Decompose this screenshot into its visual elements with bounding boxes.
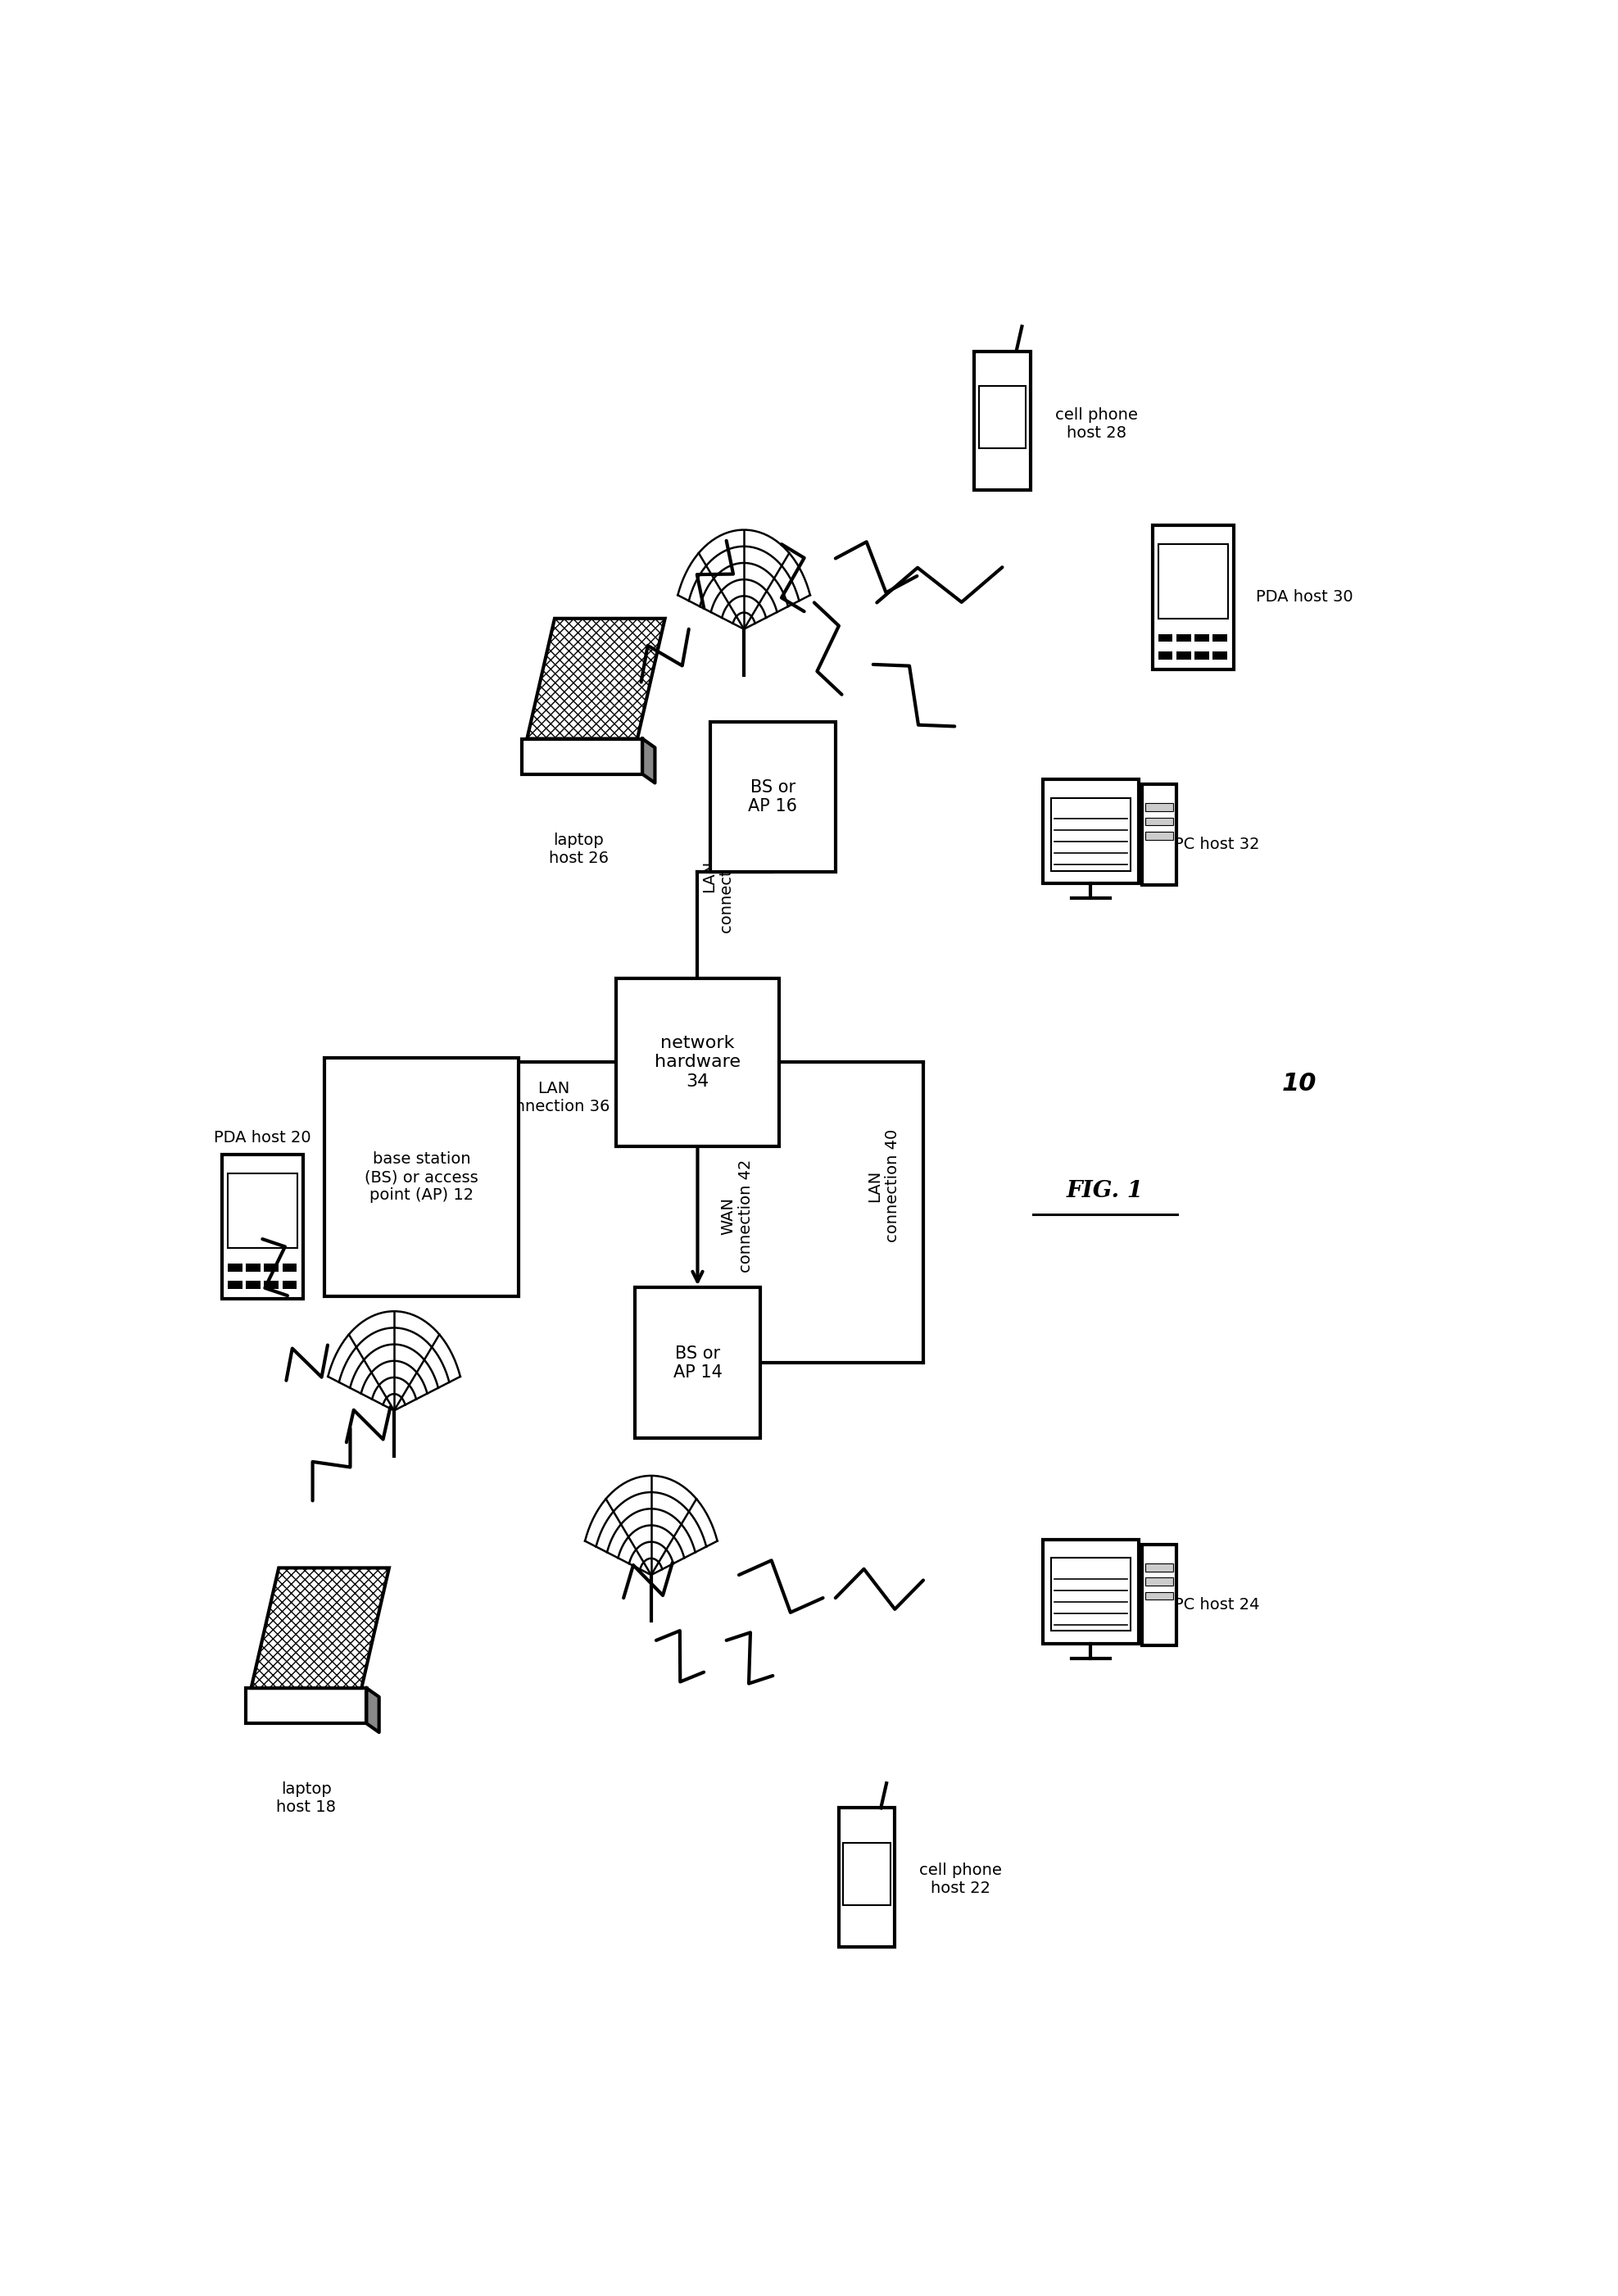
Bar bbox=[1146, 1564, 1173, 1570]
Bar bbox=[1158, 544, 1228, 620]
Bar bbox=[1146, 804, 1173, 810]
Bar bbox=[1194, 652, 1209, 659]
Text: FIG. 1: FIG. 1 bbox=[1066, 1180, 1144, 1203]
Text: PC host 24: PC host 24 bbox=[1175, 1598, 1260, 1612]
Bar bbox=[838, 1807, 895, 1947]
Bar bbox=[616, 978, 780, 1146]
Bar bbox=[1050, 797, 1131, 870]
Bar bbox=[246, 1263, 260, 1272]
Text: WAN
connection 42: WAN connection 42 bbox=[720, 1159, 754, 1272]
Bar bbox=[1146, 1591, 1173, 1600]
Bar bbox=[634, 1288, 760, 1437]
Bar bbox=[1142, 785, 1176, 884]
Bar bbox=[710, 721, 835, 872]
Bar bbox=[228, 1263, 243, 1272]
Bar bbox=[282, 1281, 296, 1288]
Bar bbox=[1214, 652, 1228, 659]
Text: PDA host 20: PDA host 20 bbox=[214, 1130, 311, 1146]
Text: 10: 10 bbox=[1281, 1072, 1317, 1095]
Polygon shape bbox=[527, 618, 665, 739]
Bar bbox=[222, 1155, 303, 1300]
Bar bbox=[1050, 1559, 1131, 1630]
Text: network
hardware
34: network hardware 34 bbox=[655, 1035, 741, 1088]
Bar bbox=[1176, 634, 1191, 643]
Bar bbox=[228, 1281, 243, 1288]
Bar bbox=[1158, 652, 1173, 659]
Bar bbox=[1176, 652, 1191, 659]
Text: laptop
host 18: laptop host 18 bbox=[277, 1782, 337, 1816]
Polygon shape bbox=[251, 1568, 388, 1688]
Bar bbox=[264, 1281, 278, 1288]
Bar bbox=[843, 1844, 890, 1906]
Bar bbox=[1146, 831, 1173, 840]
Bar bbox=[974, 351, 1031, 489]
Text: laptop
host 26: laptop host 26 bbox=[549, 833, 608, 866]
Bar bbox=[246, 1688, 367, 1724]
Bar bbox=[1044, 778, 1139, 884]
Text: BS or
AP 14: BS or AP 14 bbox=[673, 1345, 722, 1380]
Bar bbox=[523, 739, 642, 774]
Text: LAN
connection 36: LAN connection 36 bbox=[497, 1081, 610, 1114]
Polygon shape bbox=[642, 739, 655, 783]
Text: LAN
connection 40: LAN connection 40 bbox=[867, 1130, 901, 1242]
Bar bbox=[1214, 634, 1228, 643]
Bar bbox=[1146, 1577, 1173, 1587]
Bar bbox=[228, 1173, 298, 1249]
Bar bbox=[1152, 526, 1233, 670]
Bar bbox=[1142, 1545, 1176, 1646]
Bar bbox=[979, 386, 1026, 448]
Bar bbox=[1158, 634, 1173, 643]
Bar bbox=[1194, 634, 1209, 643]
Bar bbox=[1146, 817, 1173, 827]
Bar bbox=[282, 1263, 296, 1272]
Text: PDA host 30: PDA host 30 bbox=[1256, 590, 1353, 606]
Text: BS or
AP 16: BS or AP 16 bbox=[748, 778, 798, 815]
Bar bbox=[246, 1281, 260, 1288]
Text: cell phone
host 28: cell phone host 28 bbox=[1055, 406, 1137, 441]
Bar bbox=[264, 1263, 278, 1272]
Bar bbox=[1044, 1538, 1139, 1644]
Text: cell phone
host 22: cell phone host 22 bbox=[919, 1862, 1002, 1896]
Text: base station
(BS) or access
point (AP) 12: base station (BS) or access point (AP) 1… bbox=[364, 1150, 479, 1203]
Polygon shape bbox=[367, 1688, 379, 1731]
Text: LAN
connection 38: LAN connection 38 bbox=[701, 820, 735, 932]
Text: PC host 32: PC host 32 bbox=[1175, 838, 1260, 852]
Bar bbox=[325, 1058, 519, 1297]
